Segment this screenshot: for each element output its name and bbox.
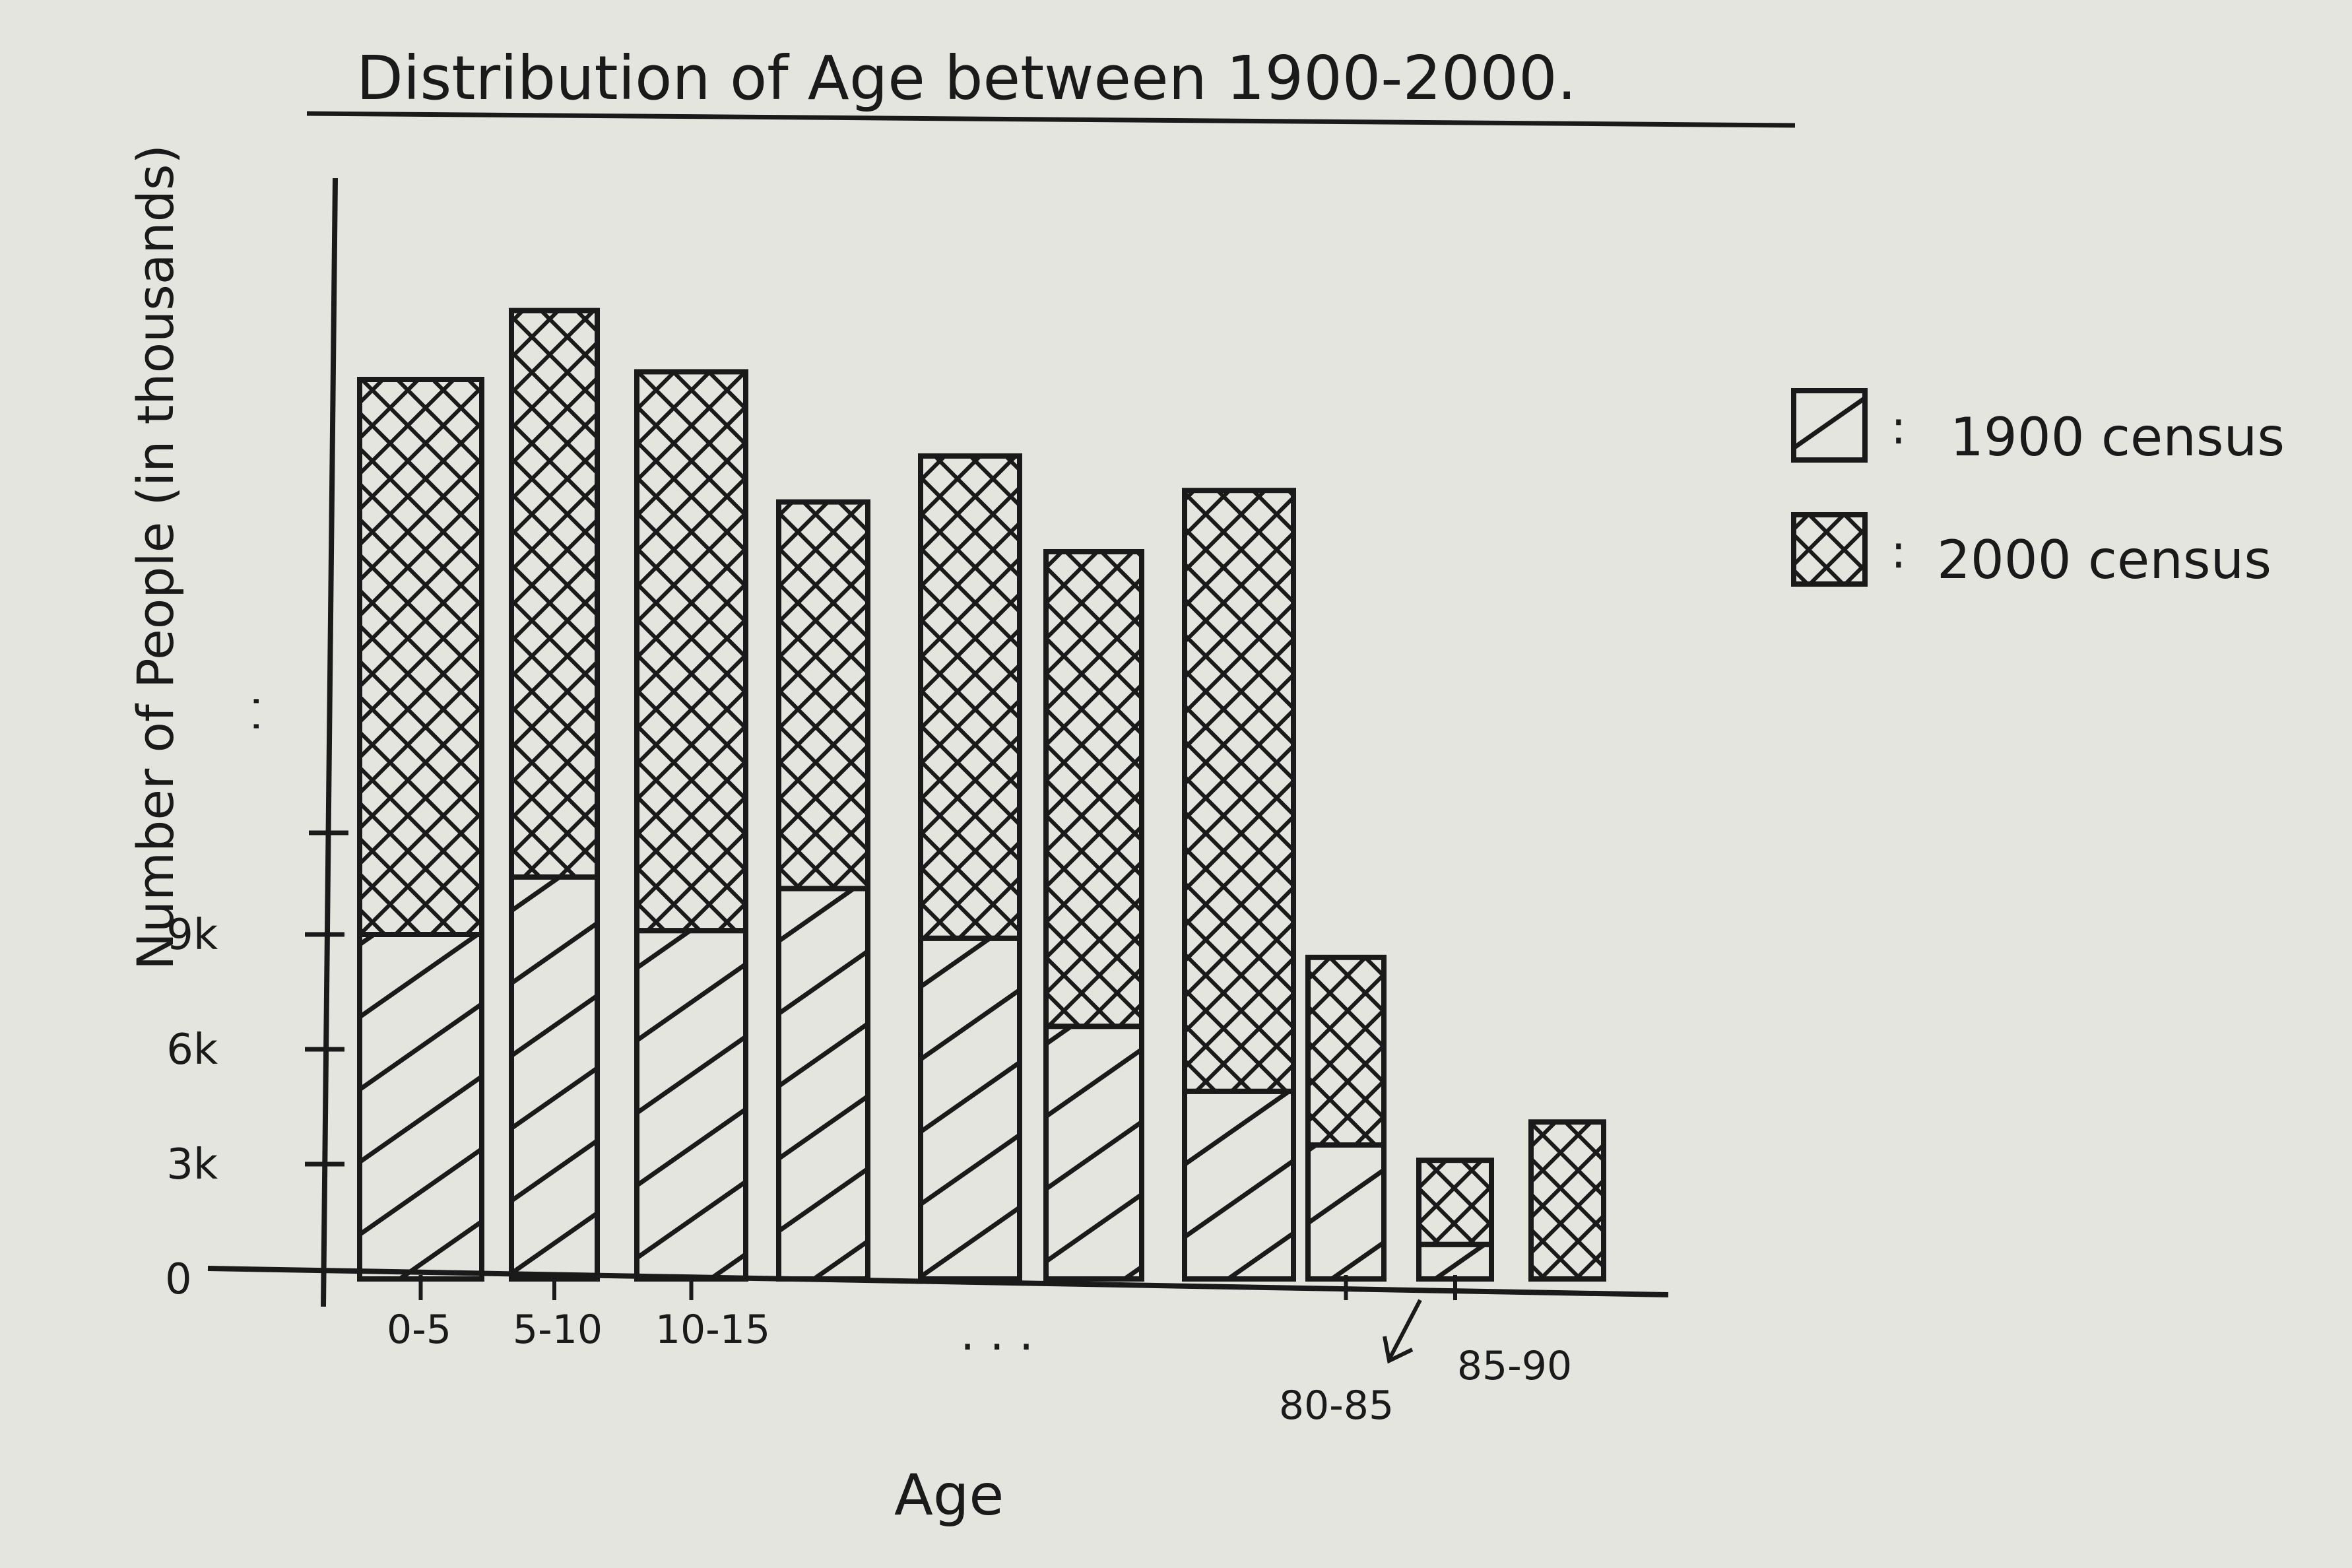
x-axis-label: Age <box>894 1462 1004 1528</box>
x-tick-label: 5-10 <box>513 1307 603 1353</box>
legend-swatch-1900 <box>1791 388 1868 463</box>
y-axis-label: Number of People (in thousands) <box>126 145 185 970</box>
x-tick-label: 85-90 <box>1457 1343 1572 1389</box>
bar-2000-census <box>1182 488 1296 1094</box>
bar-2000-census <box>1528 1119 1606 1282</box>
y-break-marker: . . <box>222 695 269 733</box>
bar-1900-census <box>509 874 600 1282</box>
y-tick-label: 0 <box>165 1255 192 1304</box>
bar-2000-census <box>357 377 484 937</box>
y-tick-label: 9k <box>166 911 218 960</box>
bar-1900-census <box>1043 1024 1144 1282</box>
legend-colon-2000: : <box>1891 525 1907 579</box>
bar-1900-census <box>634 928 748 1282</box>
y-tick-label: 3k <box>166 1140 218 1189</box>
bars <box>357 308 1606 1282</box>
x-tick-label: 0-5 <box>387 1307 451 1353</box>
bar-1900-census <box>1416 1241 1494 1282</box>
legend-label-1900: 1900 census <box>1950 407 2285 468</box>
chart-title: Distribution of Age between 1900-2000. <box>356 43 1577 114</box>
label-arrow <box>1387 1299 1422 1361</box>
y-ticks: 0 3k 6k 9k <box>165 830 348 1304</box>
legend-colon-1900: : <box>1891 401 1907 455</box>
bar-2000-census <box>1305 954 1387 1148</box>
bar-2000-census <box>776 499 870 892</box>
label-arrow-head <box>1383 1336 1414 1364</box>
bar-2000-census <box>1416 1158 1494 1247</box>
y-tick-label: 6k <box>166 1026 218 1074</box>
bar-1900-census <box>357 932 484 1282</box>
legend-label-2000: 2000 census <box>1937 529 2271 591</box>
x-tick-labels: 0-5 5-10 10-15 80-85 85-90 <box>387 1275 1572 1429</box>
x-ellipsis: . . . <box>960 1307 1033 1361</box>
legend: : 1900 census : 2000 census <box>1791 388 2285 591</box>
x-tick-label: 80-85 <box>1279 1383 1394 1429</box>
bar-1900-census <box>776 886 870 1282</box>
bar-1900-census <box>1182 1088 1296 1282</box>
bar-2000-census <box>509 308 600 880</box>
bar-2000-census <box>918 453 1022 941</box>
legend-swatch-2000 <box>1791 512 1868 587</box>
bar-2000-census <box>634 369 748 934</box>
x-tick-label: 10-15 <box>655 1307 770 1353</box>
bar-2000-census <box>1043 549 1144 1029</box>
title-underline <box>306 111 1796 128</box>
y-axis <box>321 178 338 1307</box>
bar-1900-census <box>1305 1142 1387 1282</box>
bar-1900-census <box>918 935 1022 1282</box>
